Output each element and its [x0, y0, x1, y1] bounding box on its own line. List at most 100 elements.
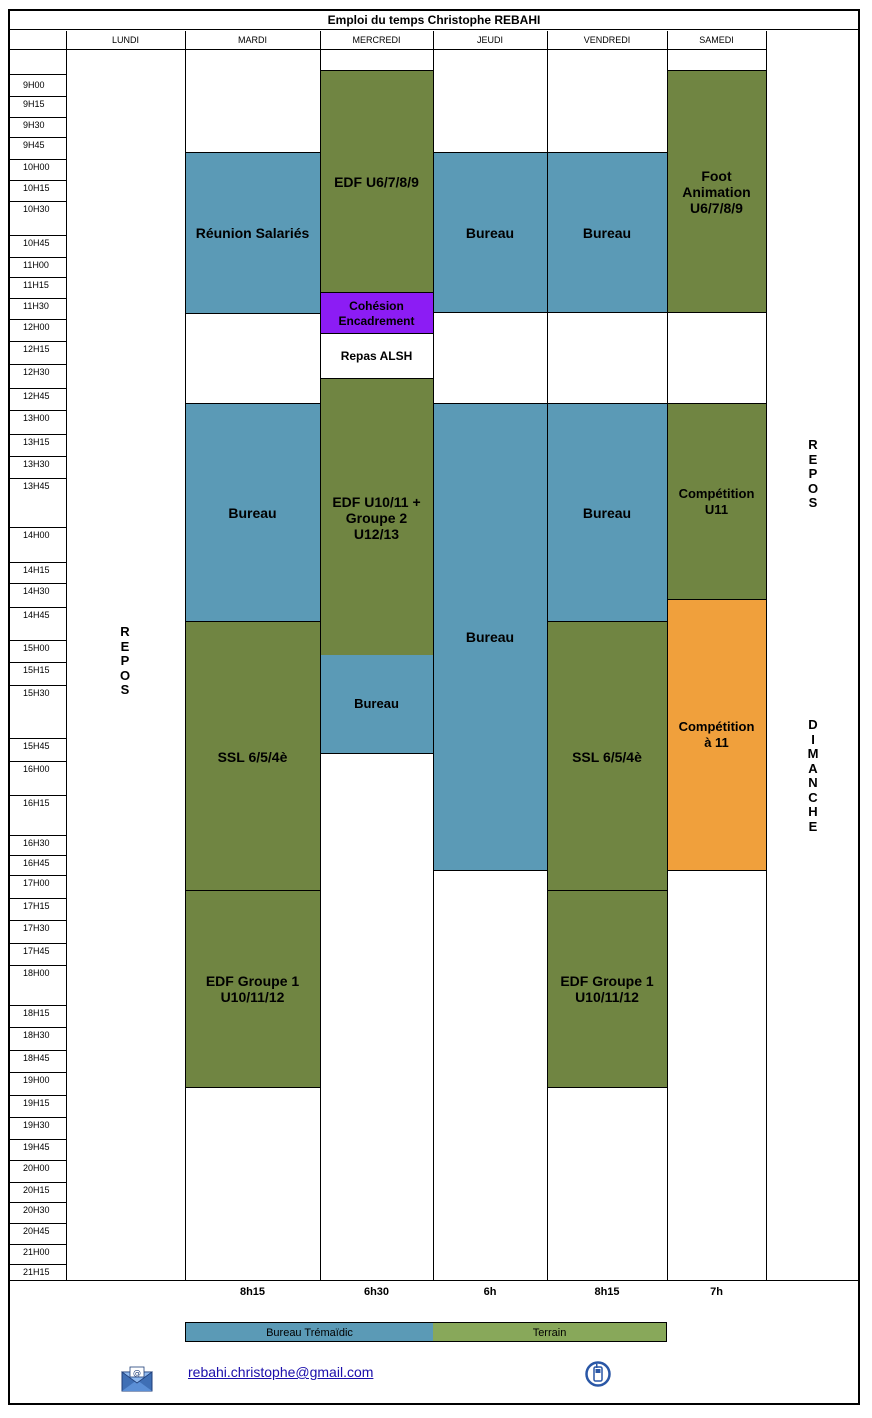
time-divider: [8, 180, 66, 181]
time-divider: [8, 341, 66, 342]
time-label: 12H15: [23, 344, 50, 354]
time-label: 20H00: [23, 1163, 50, 1173]
event-mercredi-repas: Repas ALSH: [320, 333, 433, 379]
time-label: 9H30: [23, 120, 45, 130]
time-divider: [8, 1117, 66, 1118]
time-divider: [8, 1027, 66, 1028]
lundi-repos: R E P O S: [119, 624, 131, 697]
time-label: 14H45: [23, 610, 50, 620]
time-divider: [8, 527, 66, 528]
grid-line: [667, 70, 766, 71]
time-divider: [8, 1095, 66, 1096]
phone-icon[interactable]: [585, 1361, 611, 1387]
time-label: 20H45: [23, 1226, 50, 1236]
time-label: 14H15: [23, 565, 50, 575]
time-label: 19H30: [23, 1120, 50, 1130]
event-vendredi-edf: EDF Groupe 1 U10/11/12: [547, 890, 667, 1088]
time-divider: [8, 96, 66, 97]
event-mercredi-bureau: Bureau: [320, 655, 433, 754]
time-label: 16H45: [23, 858, 50, 868]
event-vendredi-bureau-matin: Bureau: [547, 152, 667, 313]
time-label: 13H00: [23, 413, 50, 423]
time-divider: [8, 738, 66, 739]
time-divider: [8, 1072, 66, 1073]
time-divider: [8, 1005, 66, 1006]
event-jeudi-bureau-matin: Bureau: [433, 152, 547, 313]
time-label: 10H45: [23, 238, 50, 248]
email-link[interactable]: rebahi.christophe@gmail.com: [188, 1364, 374, 1380]
time-divider: [8, 795, 66, 796]
time-divider: [8, 1202, 66, 1203]
time-label: 21H00: [23, 1247, 50, 1257]
time-divider: [8, 456, 66, 457]
time-divider: [8, 74, 66, 75]
grid-line: [766, 31, 767, 1281]
legend-bureau: Bureau Trémaïdic: [185, 1322, 434, 1342]
time-label: 14H00: [23, 530, 50, 540]
time-divider: [8, 410, 66, 411]
event-samedi-competition-u11: Compétition U11: [667, 403, 766, 600]
time-divider: [8, 583, 66, 584]
time-divider: [8, 920, 66, 921]
envelope-icon[interactable]: @: [120, 1366, 154, 1392]
grid-bottom-line: [10, 1280, 860, 1281]
event-vendredi-bureau-apres-midi: Bureau: [547, 403, 667, 622]
page-title: Emploi du temps Christophe REBAHI: [10, 11, 858, 30]
time-label: 11H30: [23, 301, 49, 311]
grid-line: [320, 31, 321, 1281]
time-divider: [8, 298, 66, 299]
time-divider: [8, 640, 66, 641]
total-vendredi: 8h15: [594, 1286, 620, 1298]
time-divider: [8, 364, 66, 365]
event-mercredi-edf2: EDF U10/11 + Groupe 2 U12/13: [320, 379, 433, 656]
time-divider: [8, 761, 66, 762]
time-label: 11H15: [23, 280, 49, 290]
time-divider: [8, 201, 66, 202]
time-divider: [8, 277, 66, 278]
svg-text:@: @: [133, 1369, 141, 1378]
time-label: 17H45: [23, 946, 50, 956]
dimanche-repos: R E P O S: [807, 437, 819, 510]
time-label: 21H15: [23, 1267, 50, 1277]
time-label: 14H30: [23, 586, 50, 596]
legend-terrain: Terrain: [433, 1322, 667, 1342]
event-jeudi-bureau-apres-midi: Bureau: [433, 403, 547, 871]
event-samedi-competition-11: Compétition à 11: [667, 599, 766, 871]
day-vendredi: VENDREDI: [583, 35, 631, 45]
time-label: 15H00: [23, 643, 50, 653]
time-divider: [8, 478, 66, 479]
grid-line: [320, 70, 433, 71]
time-divider: [8, 607, 66, 608]
time-label: 12H30: [23, 367, 50, 377]
total-mardi: 8h15: [239, 1286, 266, 1298]
time-divider: [8, 159, 66, 160]
dimanche-label: D I M A N C H E: [807, 717, 819, 834]
event-mardi-edf: EDF Groupe 1 U10/11/12: [185, 890, 320, 1088]
header-divider: [10, 49, 766, 50]
total-samedi: 7h: [710, 1286, 723, 1298]
grid-line: [185, 313, 320, 314]
time-divider: [8, 835, 66, 836]
time-label: 18H45: [23, 1053, 50, 1063]
time-divider: [8, 137, 66, 138]
grid-line: [66, 31, 67, 1281]
event-mercredi-edf1: EDF U6/7/8/9: [320, 70, 433, 293]
time-label: 20H15: [23, 1185, 50, 1195]
time-label: 16H15: [23, 798, 50, 808]
time-divider: [8, 388, 66, 389]
total-mercredi: 6h30: [363, 1286, 390, 1298]
time-label: 19H15: [23, 1098, 50, 1108]
event-mardi-ssl: SSL 6/5/4è: [185, 621, 320, 891]
event-vendredi-ssl: SSL 6/5/4è: [547, 621, 667, 891]
time-divider: [8, 1264, 66, 1265]
time-divider: [8, 562, 66, 563]
time-divider: [8, 1050, 66, 1051]
time-divider: [8, 875, 66, 876]
time-label: 11H00: [23, 260, 49, 270]
time-label: 17H00: [23, 878, 50, 888]
time-label: 17H15: [23, 901, 50, 911]
time-label: 13H15: [23, 437, 50, 447]
time-label: 20H30: [23, 1205, 50, 1215]
grid-line: [185, 31, 186, 1281]
event-mardi-bureau: Bureau: [185, 403, 320, 622]
